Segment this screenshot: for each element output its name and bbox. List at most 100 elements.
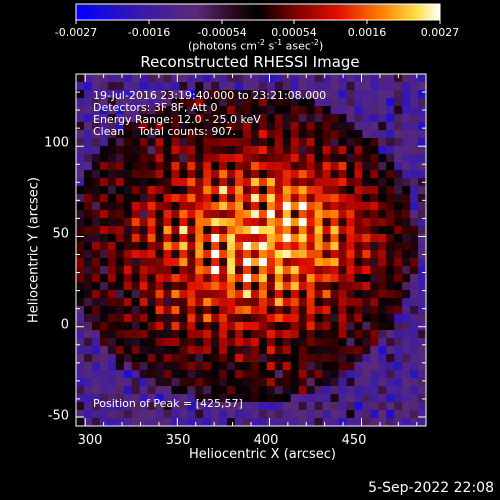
- heatmap-cell: [266, 202, 276, 211]
- heatmap-cell: [179, 282, 188, 291]
- heatmap-cell: [123, 250, 132, 259]
- heatmap-cell: [171, 138, 180, 147]
- heatmap-cell: [251, 170, 260, 179]
- heatmap-cell: [203, 74, 212, 83]
- heatmap-cell: [115, 370, 125, 379]
- colorbar-tick-label: -0.0016: [127, 26, 171, 39]
- heatmap-cell: [306, 74, 315, 83]
- heatmap-cell: [76, 154, 85, 163]
- heatmap-cell: [155, 178, 164, 187]
- heatmap-cell: [306, 138, 315, 147]
- heatmap-cell: [211, 138, 220, 147]
- heatmap-cell: [338, 378, 347, 387]
- heatmap-cell: [282, 178, 292, 187]
- heatmap-cell: [91, 394, 101, 403]
- heatmap-cell: [330, 266, 339, 275]
- heatmap-cell: [203, 178, 212, 187]
- heatmap-cell: [211, 282, 220, 291]
- heatmap-cell: [107, 410, 117, 419]
- heatmap-cell: [195, 314, 204, 323]
- heatmap-cell: [203, 410, 212, 419]
- heatmap-cell: [410, 130, 419, 139]
- heatmap-cell: [274, 346, 284, 355]
- heatmap-cell: [410, 106, 419, 115]
- heatmap-cell: [131, 306, 140, 315]
- heatmap-cell: [370, 138, 379, 147]
- heatmap-cell: [195, 234, 204, 243]
- heatmap-cell: [386, 362, 395, 371]
- heatmap-cell: [243, 242, 252, 251]
- heatmap-cell: [418, 154, 427, 163]
- heatmap-cell: [187, 122, 196, 131]
- heatmap-cell: [187, 218, 196, 227]
- heatmap-cell: [306, 106, 315, 115]
- heatmap-cell: [211, 330, 220, 339]
- heatmap-cell: [163, 90, 172, 99]
- heatmap-cell: [195, 386, 204, 395]
- heatmap-cell: [298, 178, 307, 187]
- heatmap-cell: [235, 138, 244, 147]
- heatmap-cell: [211, 226, 220, 235]
- heatmap-cell: [338, 202, 347, 211]
- heatmap-cell: [76, 394, 85, 403]
- heatmap-cell: [298, 314, 307, 323]
- heatmap-cell: [354, 170, 363, 179]
- heatmap-cell: [370, 354, 379, 363]
- heatmap-cell: [139, 306, 148, 315]
- heatmap-cell: [370, 370, 379, 379]
- heatmap-cell: [378, 74, 387, 83]
- heatmap-cell: [99, 322, 109, 331]
- heatmap-cell: [123, 90, 132, 99]
- heatmap-cell: [203, 114, 212, 123]
- heatmap-cell: [195, 418, 204, 427]
- heatmap-cell: [378, 242, 387, 251]
- heatmap-cell: [163, 346, 172, 355]
- heatmap-cell: [258, 258, 268, 267]
- heatmap-cell: [314, 162, 323, 171]
- heatmap-cell: [402, 162, 411, 171]
- heatmap-cell: [83, 106, 93, 115]
- heatmap-cell: [163, 98, 172, 107]
- heatmap-cell: [290, 226, 300, 235]
- heatmap-cell: [338, 362, 347, 371]
- heatmap-cell: [370, 202, 379, 211]
- heatmap-cell: [378, 258, 387, 267]
- heatmap-cell: [76, 386, 85, 395]
- heatmap-cell: [235, 130, 244, 139]
- heatmap-cell: [370, 338, 379, 347]
- heatmap-cell: [418, 290, 427, 299]
- heatmap-cell: [187, 242, 196, 251]
- heatmap-cell: [123, 74, 132, 83]
- heatmap-cell: [282, 74, 292, 83]
- heatmap-cell: [362, 114, 371, 123]
- heatmap-cell: [418, 354, 427, 363]
- heatmap-cell: [195, 74, 204, 83]
- heatmap-cell: [402, 138, 411, 147]
- heatmap-cell: [394, 226, 403, 235]
- heatmap-cell: [139, 258, 148, 267]
- heatmap-cell: [163, 210, 172, 219]
- axis-ticks: [76, 73, 426, 426]
- heatmap-cell: [155, 322, 164, 331]
- heatmap-cell: [99, 218, 109, 227]
- heatmap-cell: [346, 402, 355, 411]
- heatmap-cell: [378, 346, 387, 355]
- heatmap-cell: [306, 258, 315, 267]
- heatmap-cell: [83, 298, 93, 307]
- heatmap-cell: [290, 162, 300, 171]
- heatmap-cell: [290, 282, 300, 291]
- heatmap-cell: [235, 122, 244, 131]
- heatmap-cell: [91, 210, 101, 219]
- heatmap-cell: [155, 274, 164, 283]
- heatmap-cell: [123, 338, 132, 347]
- heatmap-cell: [274, 186, 284, 195]
- heatmap-cell: [290, 194, 300, 203]
- heatmap-cell: [123, 378, 132, 387]
- heatmap-cell: [306, 90, 315, 99]
- heatmap-cell: [258, 130, 268, 139]
- heatmap-cell: [386, 170, 395, 179]
- heatmap-cell: [330, 82, 339, 91]
- heatmap-cell: [322, 274, 331, 283]
- heatmap-cell: [163, 362, 172, 371]
- heatmap-cell: [91, 306, 101, 315]
